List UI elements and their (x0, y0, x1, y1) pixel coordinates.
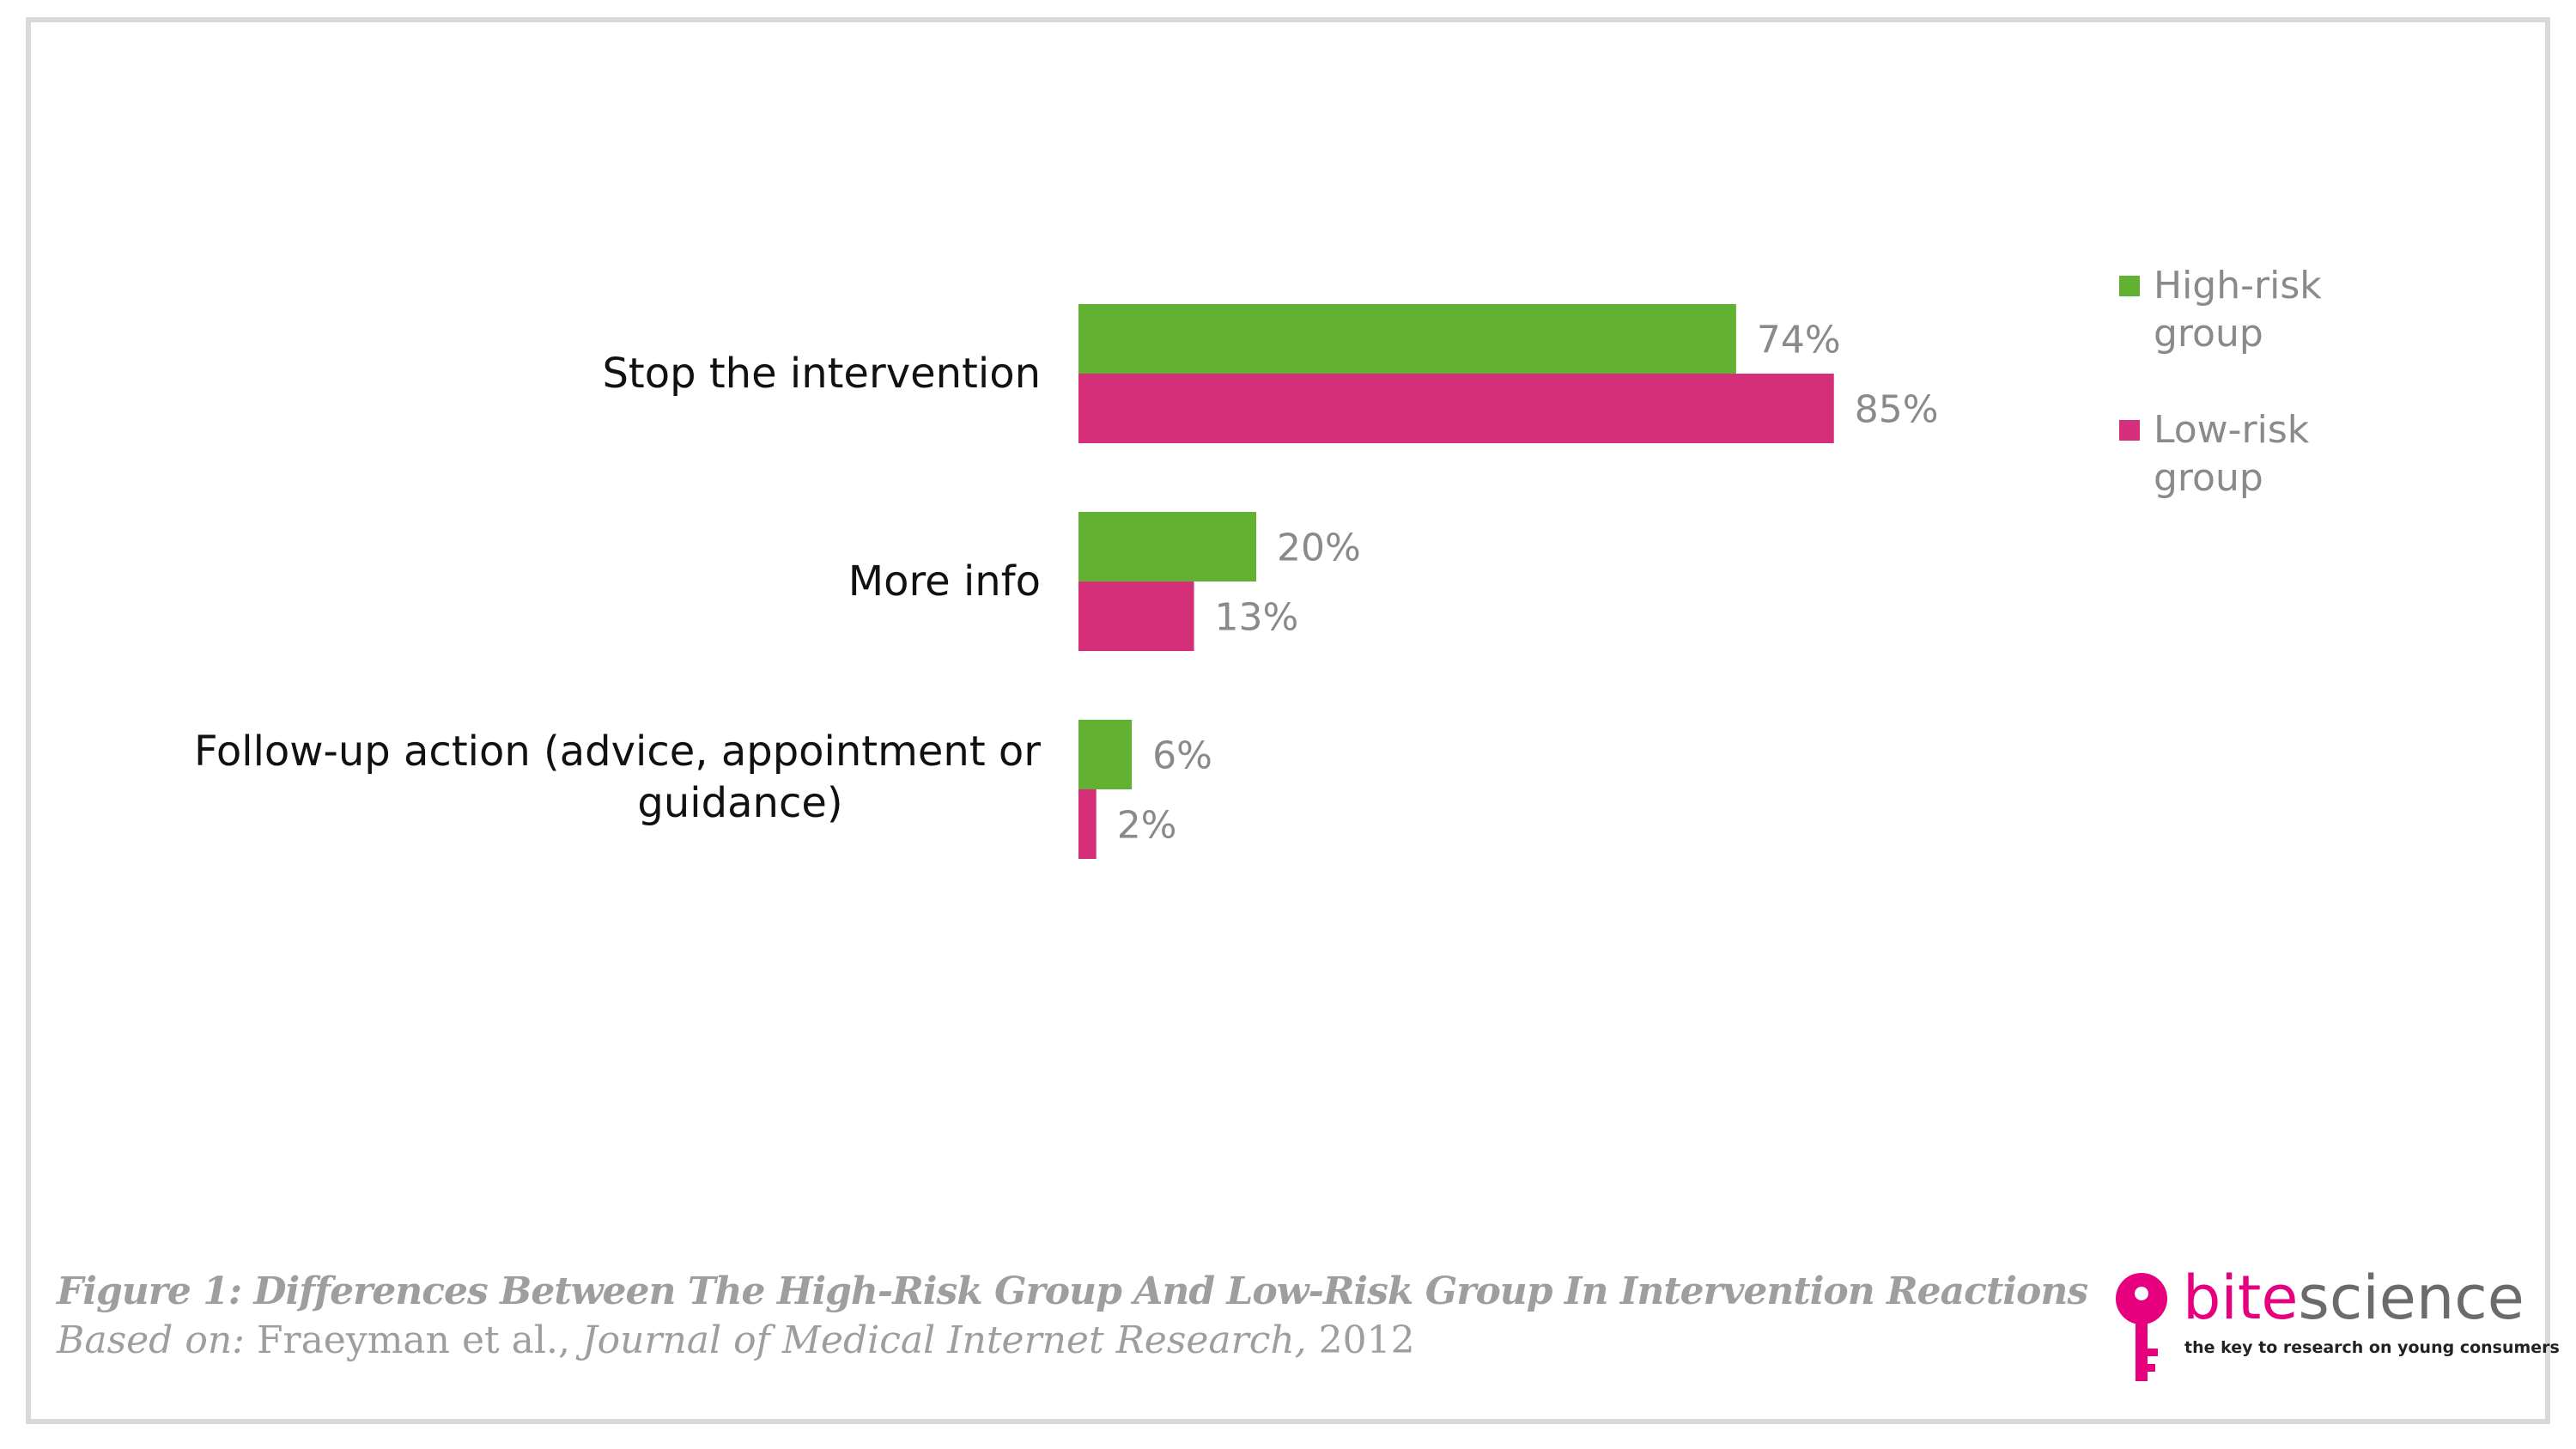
brand-name: bitescience (2183, 1263, 2524, 1333)
bar-low-risk (1078, 789, 1097, 859)
figure-caption: Figure 1: Differences Between The High-R… (57, 1269, 2088, 1362)
caption-title: Figure 1: Differences Between The High-R… (57, 1269, 2088, 1313)
data-label: 85% (1855, 388, 1939, 432)
caption-authors: Fraeyman et al., (257, 1318, 570, 1362)
bar-high-risk (1078, 304, 1736, 374)
category-label: Follow-up action (advice, appointment or… (194, 728, 1041, 827)
caption-journal: Journal of Medical Internet Research, (581, 1318, 1307, 1362)
caption-based-on: Based on: (57, 1318, 245, 1362)
brand-bite: bite (2183, 1263, 2299, 1333)
key-icon (2116, 1273, 2167, 1381)
bar-high-risk (1078, 720, 1133, 789)
caption-year: 2012 (1318, 1318, 1415, 1362)
legend-swatch (2119, 420, 2140, 441)
data-label: 13% (1215, 596, 1299, 640)
data-label: 6% (1152, 734, 1212, 778)
bar-low-risk (1078, 374, 1834, 443)
legend-swatch (2119, 276, 2140, 296)
data-label: 20% (1277, 527, 1361, 570)
category-label: Stop the intervention (602, 350, 1041, 398)
data-label: 74% (1757, 319, 1841, 362)
data-label: 2% (1117, 804, 1177, 848)
category-label: More info (848, 557, 1041, 606)
bar-low-risk (1078, 581, 1194, 651)
bar-high-risk (1078, 512, 1256, 581)
figure-frame (26, 17, 2550, 1424)
brand-logo: bitescience the key to research on young… (2112, 1263, 2560, 1390)
brand-tagline: the key to research on young consumers (2184, 1338, 2560, 1357)
legend-label: High-risk group (2154, 264, 2322, 356)
legend-label: Low-risk group (2154, 408, 2310, 500)
brand-science: science (2298, 1263, 2524, 1333)
caption-source: Based on: Fraeyman et al., Journal of Me… (57, 1318, 2032, 1362)
